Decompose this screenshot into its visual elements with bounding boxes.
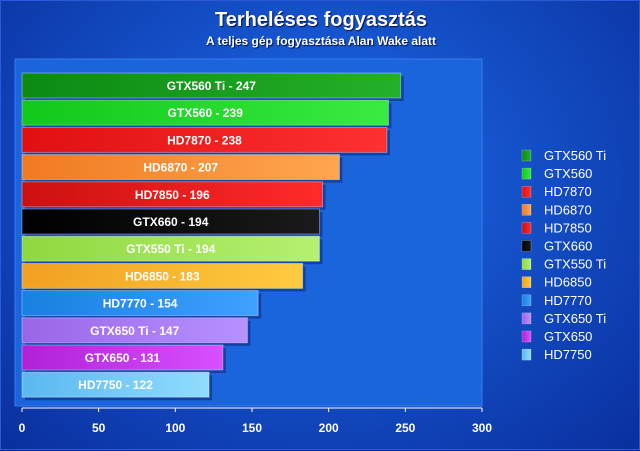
bar-label-gtx650: GTX650 - 131 — [85, 351, 161, 365]
legend-label-hd7770: HD7770 — [544, 293, 592, 308]
bar-label-gtx660: GTX660 - 194 — [133, 215, 209, 229]
bar-label-hd7850: HD7850 - 196 — [135, 188, 210, 202]
legend-swatch-hd7770 — [521, 294, 532, 307]
bar-label-gtx560-ti: GTX560 Ti - 247 — [167, 79, 256, 93]
bar-hd7870 — [21, 126, 388, 153]
bar-gtx560 — [21, 99, 389, 126]
legend-label-hd7850: HD7850 — [544, 220, 592, 235]
bar-hd6850 — [21, 262, 304, 289]
bar-gtx650 — [21, 344, 224, 371]
legend-label-gtx650: GTX650 — [544, 329, 592, 344]
bar-gtx560-ti — [21, 72, 402, 99]
x-tick-label-150: 150 — [242, 421, 262, 435]
x-tick-label-100: 100 — [165, 421, 185, 435]
bar-label-gtx650-ti: GTX650 Ti - 147 — [90, 324, 179, 338]
chart-title: Terheléses fogyasztás — [215, 9, 427, 31]
legend-label-hd6870: HD6870 — [544, 202, 592, 217]
bar-label-gtx560: GTX560 - 239 — [168, 106, 244, 120]
chart-subtitle: A teljes gép fogyasztása Alan Wake alatt — [205, 34, 437, 48]
legend-label-hd6850: HD6850 — [544, 275, 592, 290]
legend-swatch-gtx650 — [521, 330, 532, 343]
x-tick-label-300: 300 — [472, 421, 492, 435]
legend-swatch-gtx650-ti — [521, 312, 532, 325]
bar-label-hd7870: HD7870 - 238 — [167, 133, 242, 147]
legend-label-gtx650-ti: GTX650 Ti — [544, 311, 606, 326]
x-tick-label-50: 50 — [92, 421, 106, 435]
bar-label-hd6850: HD6850 - 183 — [125, 269, 200, 283]
legend-swatch-gtx560-ti — [521, 149, 532, 162]
legend-swatch-gtx560 — [521, 167, 532, 180]
legend-label-hd7870: HD7870 — [544, 184, 592, 199]
bar-gtx550-ti — [21, 235, 320, 262]
bar-label-hd7750: HD7750 - 122 — [78, 378, 153, 392]
legend-swatch-gtx550-ti — [521, 258, 532, 270]
legend-swatch-hd6870 — [521, 204, 532, 216]
legend-label-gtx550-ti: GTX550 Ti — [544, 257, 606, 272]
legend-label-gtx560: GTX560 — [544, 166, 592, 181]
bar-hd6870 — [21, 154, 340, 181]
x-tick-label-200: 200 — [319, 421, 339, 435]
bar-hd7770 — [21, 290, 259, 317]
bar-label-hd7770: HD7770 - 154 — [103, 297, 178, 311]
bar-label-hd6870: HD6870 - 207 — [143, 161, 218, 175]
legend-swatch-hd7870 — [521, 185, 532, 198]
bar-gtx660 — [21, 208, 320, 235]
legend-label-gtx660: GTX660 — [544, 239, 592, 254]
legend-swatch-hd7850 — [521, 222, 532, 234]
bar-hd7750 — [21, 371, 210, 398]
bar-hd7850 — [21, 181, 324, 208]
x-tick-label-0: 0 — [19, 421, 26, 435]
legend-swatch-hd6850 — [521, 276, 532, 288]
legend-label-gtx560-ti: GTX560 Ti — [544, 148, 606, 163]
bar-gtx650-ti — [21, 317, 248, 344]
legend-swatch-hd7750 — [521, 348, 532, 361]
bar-label-gtx550-ti: GTX550 Ti - 194 — [126, 242, 215, 256]
legend-label-hd7750: HD7750 — [544, 347, 592, 362]
legend-swatch-gtx660 — [521, 240, 532, 252]
x-tick-label-250: 250 — [395, 421, 415, 435]
